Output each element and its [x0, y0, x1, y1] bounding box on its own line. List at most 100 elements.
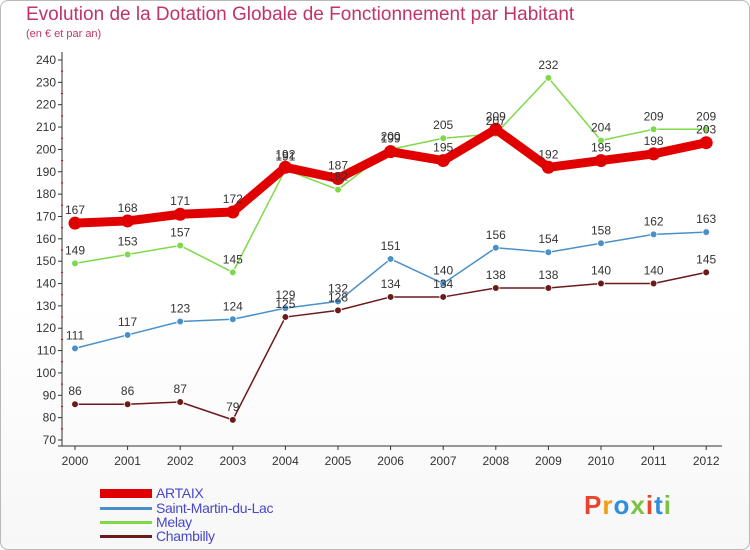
data-point [544, 284, 553, 292]
data-label: 209 [696, 109, 716, 123]
data-point [489, 122, 503, 136]
data-label: 129 [275, 288, 295, 302]
legend-item: Saint-Martin-du-Lac [100, 500, 274, 516]
proxiti-logo: Proxiti [584, 490, 672, 521]
data-label: 138 [486, 268, 506, 282]
x-tick-label: 2004 [272, 454, 299, 468]
x-tick-label: 2011 [641, 454, 667, 468]
data-point [71, 400, 79, 409]
data-point [702, 268, 710, 277]
legend-swatch [100, 506, 152, 510]
y-tick-label: 150 [36, 254, 56, 268]
data-label: 192 [275, 147, 295, 161]
y-tick-label: 100 [36, 366, 56, 380]
data-point [702, 125, 710, 134]
legend-swatch [100, 520, 152, 524]
data-label: 195 [433, 141, 453, 155]
data-point [278, 160, 292, 174]
data-point [281, 304, 290, 312]
data-label: 167 [65, 203, 85, 217]
data-label: 125 [275, 297, 295, 311]
x-tick-label: 2010 [588, 454, 615, 468]
data-point [439, 279, 448, 288]
data-point [491, 243, 500, 252]
data-label: 134 [381, 277, 401, 291]
data-point [176, 317, 185, 326]
data-label: 134 [433, 277, 453, 291]
data-label: 207 [486, 114, 506, 128]
y-tick-label: 140 [36, 277, 56, 291]
data-point [699, 136, 713, 150]
data-label: 138 [538, 268, 558, 282]
y-tick-label: 90 [43, 388, 57, 402]
data-point [229, 268, 237, 277]
data-point [71, 259, 79, 268]
data-label: 145 [223, 252, 243, 266]
data-point [436, 154, 450, 168]
data-label: 140 [644, 264, 664, 278]
logo-letter: i [663, 490, 672, 520]
x-tick-label: 2001 [114, 454, 141, 468]
data-point [334, 297, 342, 306]
y-tick-label: 170 [36, 209, 56, 223]
data-point [541, 160, 555, 174]
data-label: 154 [538, 232, 558, 246]
data-point [331, 171, 345, 185]
data-point [68, 216, 82, 230]
data-label: 172 [223, 192, 243, 206]
data-point [123, 331, 132, 339]
data-point [649, 230, 658, 239]
data-label: 151 [381, 239, 401, 253]
data-label: 124 [223, 299, 243, 313]
data-label: 86 [68, 384, 82, 398]
logo-letter: r [602, 490, 614, 520]
data-label: 87 [174, 382, 188, 396]
data-label: 232 [538, 58, 558, 72]
data-label: 123 [170, 302, 190, 316]
data-label: 153 [118, 234, 138, 248]
legend-label: Saint-Martin-du-Lac [156, 500, 274, 516]
data-label: 162 [644, 214, 664, 228]
legend-item: Melay [100, 514, 192, 530]
data-point [173, 207, 187, 221]
x-tick-label: 2007 [430, 454, 457, 468]
logo-letter: i [645, 490, 655, 520]
data-point [176, 398, 185, 406]
data-label: 187 [328, 158, 348, 172]
legend-item: Chambilly [100, 528, 215, 544]
x-tick-label: 2012 [693, 454, 720, 468]
x-tick-label: 2003 [219, 454, 246, 468]
x-tick-label: 2002 [167, 454, 194, 468]
data-label: 199 [381, 132, 401, 146]
y-tick-label: 160 [36, 232, 56, 246]
x-tick-label: 2005 [325, 454, 352, 468]
legend-item: ARTAIX [100, 485, 204, 501]
data-point [649, 125, 658, 134]
x-tick-label: 2000 [62, 454, 89, 468]
data-point [439, 293, 448, 301]
data-point [597, 239, 605, 248]
data-label: 200 [381, 129, 401, 143]
data-point [544, 248, 553, 257]
data-point [386, 293, 395, 301]
y-tick-label: 200 [36, 142, 56, 156]
chart-title: Evolution de la Dotation Globale de Fonc… [26, 4, 575, 25]
y-tick-label: 220 [36, 98, 56, 112]
data-label: 117 [118, 315, 137, 329]
y-tick-label: 130 [36, 299, 56, 313]
y-tick-label: 210 [36, 120, 56, 134]
x-tick-label: 2008 [482, 454, 509, 468]
data-label: 128 [328, 290, 348, 304]
y-tick-label: 230 [36, 75, 56, 89]
data-point [71, 344, 79, 353]
y-tick-label: 80 [43, 411, 57, 425]
data-point [334, 185, 342, 194]
data-label: 182 [328, 170, 348, 184]
legend-label: Chambilly [156, 528, 215, 544]
data-point [229, 315, 237, 324]
logo-letter: t [654, 490, 664, 520]
data-point [123, 400, 132, 409]
data-point [597, 279, 605, 288]
